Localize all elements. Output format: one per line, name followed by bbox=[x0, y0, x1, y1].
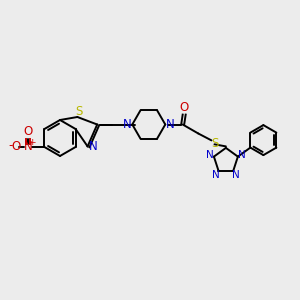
Text: O: O bbox=[180, 101, 189, 114]
Text: N: N bbox=[23, 140, 32, 154]
Text: N: N bbox=[89, 140, 98, 153]
Text: -: - bbox=[8, 139, 13, 152]
Text: S: S bbox=[212, 137, 219, 150]
Text: O: O bbox=[23, 125, 32, 138]
Text: N: N bbox=[212, 170, 219, 180]
Text: N: N bbox=[166, 118, 175, 131]
Text: N: N bbox=[232, 170, 240, 180]
Text: N: N bbox=[123, 118, 132, 131]
Text: S: S bbox=[75, 105, 82, 118]
Text: +: + bbox=[28, 138, 36, 147]
Text: O: O bbox=[11, 140, 20, 154]
Text: N: N bbox=[238, 150, 246, 160]
Text: N: N bbox=[206, 150, 214, 160]
